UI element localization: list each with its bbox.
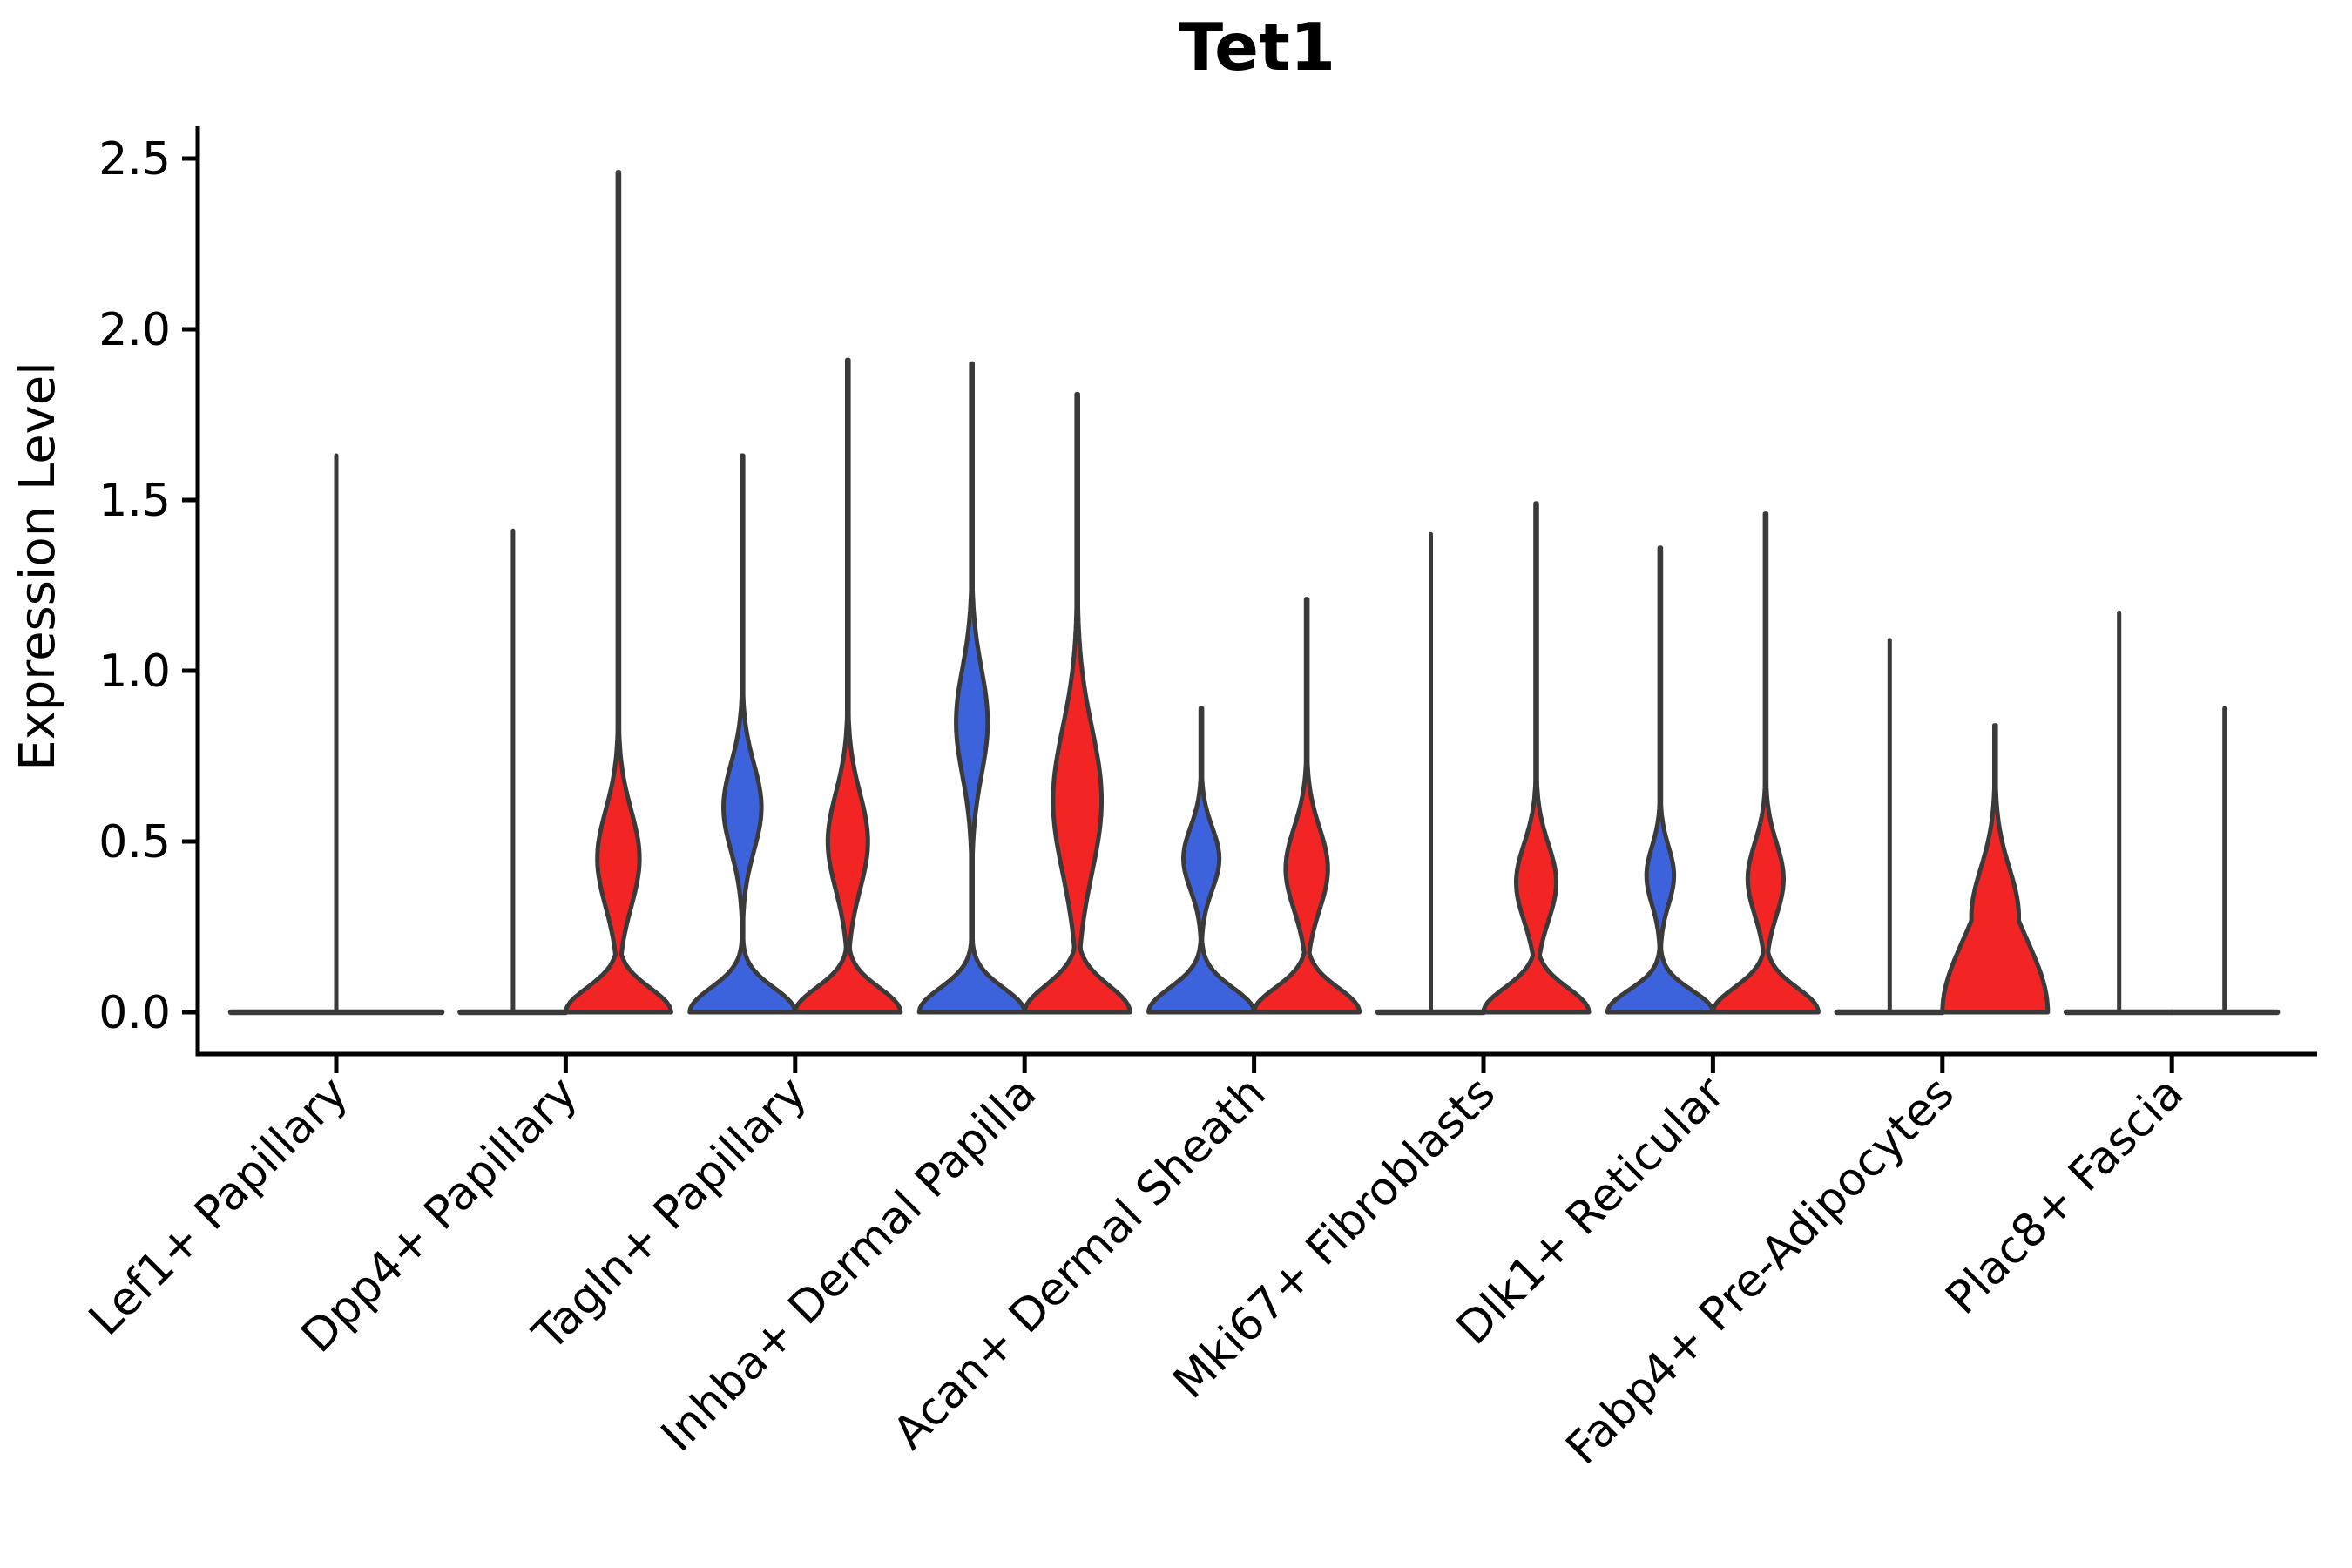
y-tick-label: 2.0 <box>98 304 171 356</box>
x-tick-label: Plac8+ Fascia <box>1936 1067 2194 1325</box>
y-tick-label: 2.5 <box>98 133 171 186</box>
violin-layer <box>227 170 2281 1016</box>
violin-7-right <box>1940 723 2051 1015</box>
violin-2-left <box>687 453 798 1015</box>
violin-3-left <box>916 361 1027 1015</box>
y-tick-label: 1.5 <box>98 475 171 527</box>
violin-4-right <box>1252 597 1362 1015</box>
violin-4-left <box>1146 706 1257 1015</box>
y-tick-label: 1.0 <box>98 645 171 698</box>
violin-5-right <box>1481 501 1592 1015</box>
y-tick-label: 0.5 <box>98 816 171 868</box>
chart-title: Tet1 <box>1179 9 1335 85</box>
violin-3-right <box>1022 392 1132 1015</box>
x-tick-label: Inhba+ Dermal Papilla <box>652 1067 1046 1462</box>
violin-6-right <box>1710 511 1821 1015</box>
violin-1-right <box>563 170 673 1015</box>
violin-2-right <box>793 357 903 1015</box>
x-tick-label: Acan+ Dermal Sheath <box>883 1067 1276 1460</box>
y-tick-label: 0.0 <box>98 987 171 1039</box>
violin-6-left <box>1605 545 1715 1015</box>
x-tick-label: Fabp4+ Pre-Adipocytes <box>1557 1067 1964 1475</box>
y-axis-label: Expression Level <box>10 362 66 771</box>
